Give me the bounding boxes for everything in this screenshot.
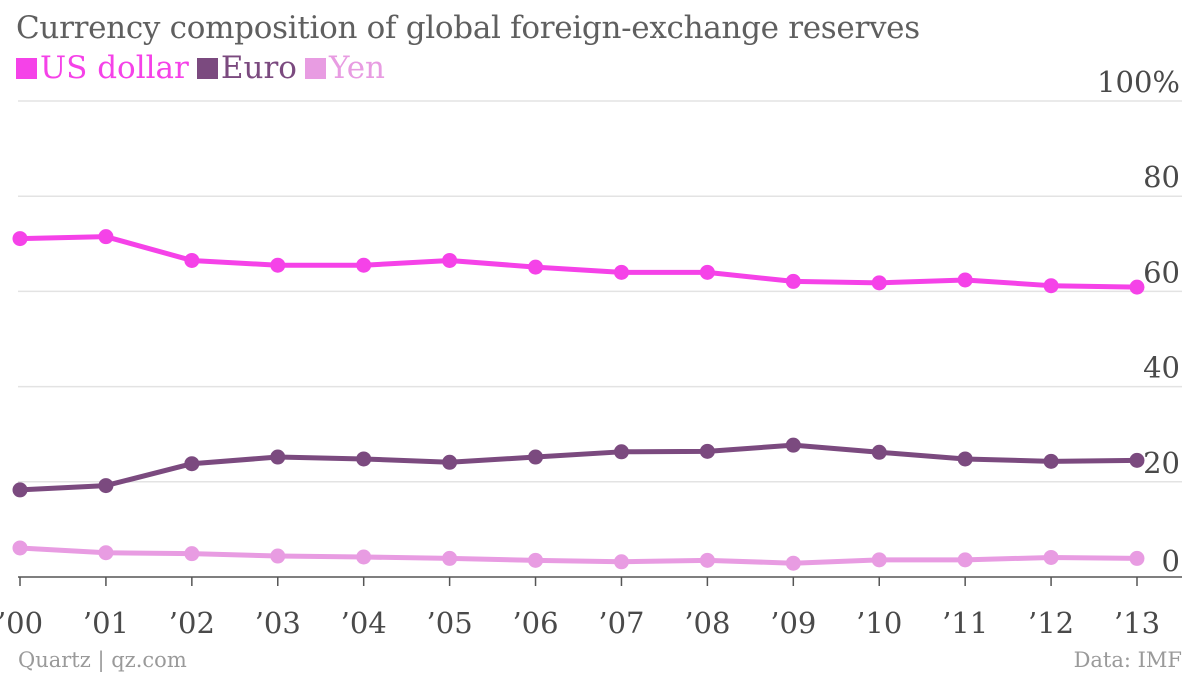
data-source: Data: IMF — [1073, 648, 1182, 672]
x-tick-label: ’09 — [770, 606, 816, 640]
data-point-euro — [699, 443, 715, 459]
data-point-us-dollar — [98, 229, 114, 245]
data-point-yen — [957, 552, 973, 568]
data-point-us-dollar — [442, 252, 458, 268]
data-point-yen — [184, 546, 200, 562]
data-point-yen — [699, 552, 715, 568]
x-tick-label: ’05 — [427, 606, 473, 640]
data-point-us-dollar — [528, 259, 544, 275]
data-point-us-dollar — [613, 264, 629, 280]
data-point-us-dollar — [871, 275, 887, 291]
data-point-euro — [957, 451, 973, 467]
data-point-euro — [356, 451, 372, 467]
x-tick-label: ’07 — [598, 606, 644, 640]
legend-item-yen: Yen — [304, 50, 386, 86]
data-point-yen — [528, 552, 544, 568]
y-tick-label: 100% — [1097, 65, 1180, 99]
data-point-yen — [785, 555, 801, 571]
series-line-yen — [17, 545, 1140, 566]
data-point-us-dollar — [957, 272, 973, 288]
data-point-euro — [785, 437, 801, 453]
y-tick-label: 80 — [1143, 160, 1180, 194]
y-tick-label: 40 — [1143, 351, 1180, 385]
y-tick-label: 0 — [1162, 544, 1180, 578]
data-point-us-dollar — [1129, 279, 1145, 295]
y-tick-label: 60 — [1143, 255, 1180, 289]
x-tick-label: ’01 — [83, 606, 129, 640]
data-point-yen — [613, 554, 629, 570]
data-point-euro — [528, 449, 544, 465]
data-point-euro — [442, 454, 458, 470]
data-point-euro — [98, 478, 114, 494]
data-point-euro — [1043, 453, 1059, 469]
data-point-us-dollar — [184, 252, 200, 268]
data-point-us-dollar — [699, 264, 715, 280]
legend-item-us-dollar: US dollar — [16, 50, 189, 86]
data-point-us-dollar — [785, 273, 801, 289]
legend-label-yen: Yen — [328, 50, 386, 86]
data-point-us-dollar — [356, 257, 372, 273]
data-point-yen — [356, 549, 372, 565]
data-point-euro — [613, 444, 629, 460]
x-tick-label: ’03 — [255, 606, 301, 640]
data-point-yen — [871, 552, 887, 568]
y-tick-label: 20 — [1143, 446, 1180, 480]
x-tick-label: ’08 — [684, 606, 730, 640]
data-point-yen — [1043, 549, 1059, 565]
x-tick-label: ’02 — [169, 606, 215, 640]
legend-label-us-dollar: US dollar — [40, 50, 189, 86]
data-point-euro — [270, 449, 286, 465]
legend-label-euro: Euro — [220, 50, 297, 86]
chart-title: Currency composition of global foreign-e… — [16, 10, 920, 46]
data-point-us-dollar — [1043, 278, 1059, 294]
data-point-yen — [270, 548, 286, 564]
legend-swatch-us-dollar — [16, 57, 37, 79]
legend-item-euro: Euro — [196, 50, 297, 86]
data-point-yen — [12, 540, 28, 556]
legend-swatch-yen — [304, 57, 326, 79]
data-point-euro — [12, 482, 28, 498]
x-tick-label: ’12 — [1028, 606, 1074, 640]
data-point-us-dollar — [270, 257, 286, 273]
legend-swatch-euro — [196, 57, 218, 79]
data-point-euro — [184, 456, 200, 472]
series-line-us-dollar — [17, 234, 1140, 290]
data-point-yen — [98, 545, 114, 561]
x-tick-label: ’04 — [341, 606, 387, 640]
x-tick-label: ’13 — [1114, 606, 1160, 640]
x-tick-label: ’10 — [856, 606, 902, 640]
data-point-yen — [1129, 550, 1145, 566]
data-point-euro — [1129, 452, 1145, 468]
data-point-us-dollar — [12, 231, 28, 247]
x-tick-label: ’11 — [942, 606, 988, 640]
x-tick-label: ’00 — [0, 606, 43, 640]
data-point-euro — [871, 444, 887, 460]
x-tick-label: ’06 — [512, 606, 558, 640]
series-line-euro — [17, 442, 1140, 493]
legend: US dollar Euro Yen — [16, 50, 393, 86]
data-point-yen — [442, 550, 458, 566]
source-credit: Quartz | qz.com — [18, 648, 187, 672]
